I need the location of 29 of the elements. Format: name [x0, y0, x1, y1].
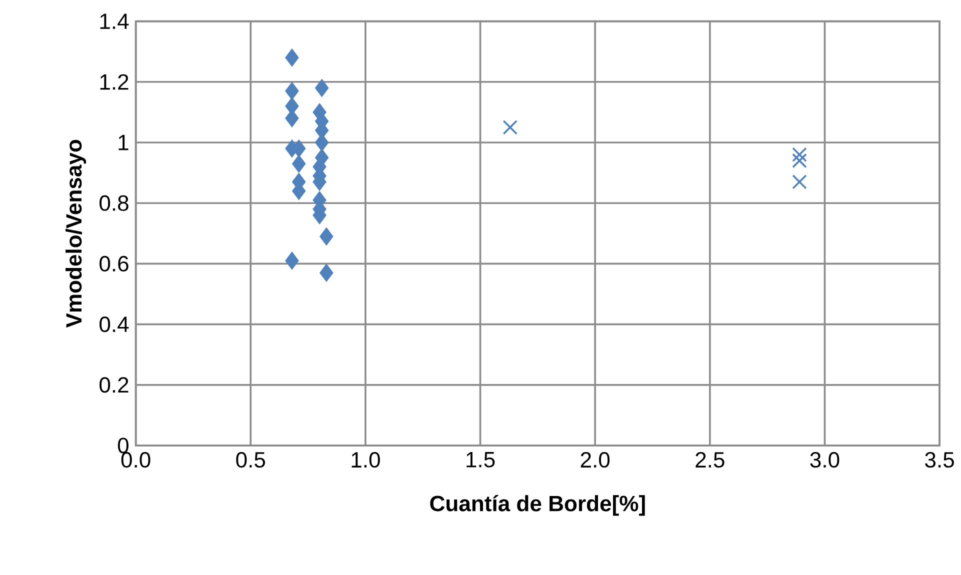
point: [285, 48, 299, 66]
y-tick-label: 1.2: [100, 74, 128, 90]
point: [320, 228, 334, 245]
y-tick-label: 1: [118, 134, 128, 150]
point: [320, 264, 334, 282]
x-tick-label: 3.0: [810, 452, 840, 468]
y-tick-label: 0.4: [100, 316, 129, 332]
x-tick-label: 1.0: [352, 452, 380, 468]
x-tick-label: 3.5: [925, 452, 954, 468]
x-tick-label: 2.5: [696, 452, 724, 468]
y-tick-label: 0.6: [100, 256, 128, 272]
point: [292, 154, 306, 172]
point: [502, 120, 518, 135]
point: [792, 147, 807, 162]
point: [792, 174, 807, 190]
x-tick-label: 0.5: [236, 452, 266, 468]
point: [315, 79, 329, 96]
x-tick-label: 2.0: [580, 452, 610, 468]
x-tick-label: 0.0: [121, 452, 150, 468]
x-axis-title: Cuantía de Borde[%]: [430, 494, 645, 516]
point: [285, 252, 299, 270]
y-tick-label: 0.2: [100, 376, 128, 393]
point: [285, 82, 299, 100]
y-tick-label: 0: [118, 438, 128, 454]
y-tick-label: 0.8: [100, 195, 128, 211]
x-tick-label: 1.5: [466, 452, 495, 468]
point: [792, 153, 807, 168]
y-axis-title: Vmodelo/Vensayo: [66, 140, 86, 328]
y-tick-label: 1.4: [100, 14, 129, 29]
